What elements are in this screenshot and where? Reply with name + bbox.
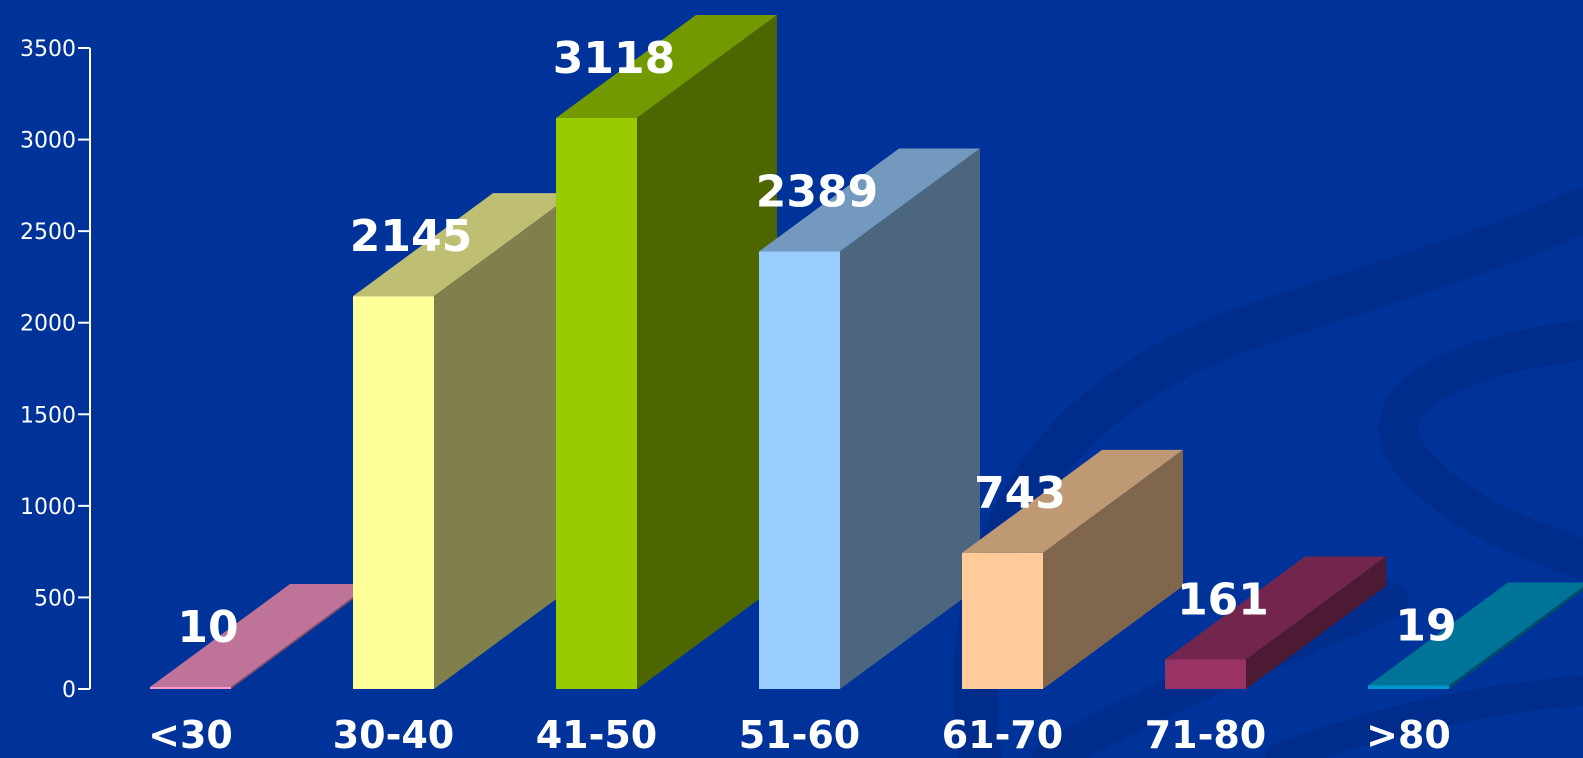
bar-front-2 [556,117,637,689]
bar-top-4 [962,449,1183,553]
bar-front-6 [1368,685,1449,689]
category-label-3: 51-60 [739,713,861,757]
bar-side-0 [231,584,371,689]
category-label-0: <30 [148,713,233,757]
y-tick-label-1: 500 [34,586,76,611]
bar-side-1 [434,193,574,689]
y-tick-label-2: 1000 [20,495,76,520]
bar-front-5 [1165,659,1246,689]
y-axis: 0 500 1000 1500 2000 2500 3000 3500 [20,37,91,703]
y-tick-label-0: 0 [62,678,76,703]
value-label-5: 161 [1177,575,1269,626]
bar-6 [1368,582,1583,689]
category-label-2: 41-50 [536,713,658,757]
background-swirl-2 [1378,320,1583,580]
value-label-0: 10 [177,602,238,653]
bar-2 [556,14,777,689]
bar-top-1 [353,193,574,297]
bar-side-3 [840,148,980,690]
bar-front-1 [353,296,434,689]
bar-top-5 [1165,556,1386,660]
y-tick-label-5: 2500 [20,220,76,245]
bar-side-2 [637,14,777,689]
bar-front-4 [962,552,1043,689]
bar-4 [962,449,1183,689]
y-tick-label-6: 3000 [20,129,76,154]
category-label-4: 61-70 [942,713,1064,757]
bar-side-4 [1043,449,1183,689]
bar-top-2 [556,14,777,118]
bar-1 [353,193,574,689]
bar-3 [759,148,980,690]
category-label-1: 30-40 [333,713,455,757]
bar-front-0 [150,687,231,689]
category-label-6: >80 [1366,713,1451,757]
bar-top-3 [759,148,980,252]
value-label-1: 2145 [350,211,472,262]
value-label-2: 3118 [553,33,675,84]
labels: 10 <30 2145 30-40 3118 41-50 2389 51-60 743 61-70… [148,33,1456,757]
background-swirl-4 [1265,675,1583,758]
value-label-4: 743 [974,468,1066,519]
bar-0 [150,584,371,689]
value-label-3: 2389 [756,166,878,217]
bar-top-0 [150,584,371,687]
bar-side-5 [1246,556,1386,689]
y-tick-label-4: 2000 [20,312,76,337]
bar-top-6 [1368,582,1583,686]
bar-side-6 [1449,586,1583,689]
value-label-6: 19 [1395,601,1456,652]
bar-front-3 [759,251,840,689]
category-label-5: 71-80 [1145,713,1267,757]
bars [150,14,1583,690]
bar-5 [1165,556,1386,689]
y-tick-label-3: 1500 [20,403,76,428]
y-tick-label-7: 3500 [20,37,76,62]
